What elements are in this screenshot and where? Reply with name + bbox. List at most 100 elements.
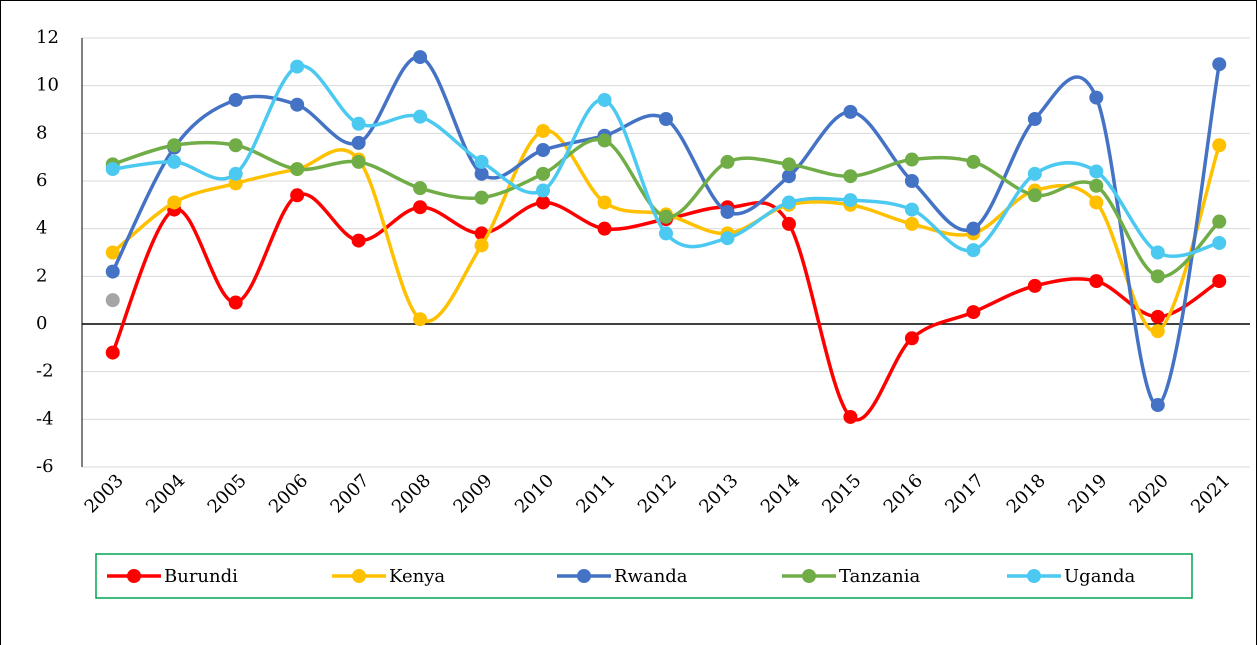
data-point bbox=[720, 154, 735, 169]
data-point bbox=[904, 174, 919, 188]
data-point bbox=[474, 190, 489, 205]
data-point bbox=[843, 104, 858, 119]
x-tick-label: 2015 bbox=[818, 470, 865, 517]
legend-label: Uganda bbox=[1064, 566, 1136, 587]
y-tick-label: 0 bbox=[36, 313, 47, 334]
data-point bbox=[843, 169, 858, 184]
data-point bbox=[720, 231, 735, 246]
data-point bbox=[1212, 214, 1227, 229]
legend-label: Burundi bbox=[164, 566, 238, 587]
y-tick-label: -6 bbox=[36, 456, 54, 477]
data-point bbox=[1027, 278, 1042, 293]
data-point bbox=[105, 293, 120, 308]
legend-box bbox=[95, 553, 1193, 599]
data-point bbox=[843, 193, 858, 208]
data-point bbox=[904, 216, 919, 231]
data-point bbox=[290, 59, 305, 74]
x-tick-label: 2014 bbox=[757, 470, 804, 517]
data-point bbox=[1089, 274, 1104, 289]
x-tick-label: 2008 bbox=[388, 470, 435, 517]
data-point bbox=[904, 331, 919, 346]
legend-marker bbox=[802, 569, 816, 583]
data-point bbox=[843, 409, 858, 424]
data-point bbox=[597, 221, 612, 236]
data-point bbox=[1150, 309, 1165, 324]
data-point bbox=[1150, 398, 1165, 413]
data-point bbox=[413, 312, 428, 327]
x-tick-label: 2017 bbox=[941, 470, 988, 517]
data-point bbox=[966, 305, 981, 320]
data-point bbox=[597, 195, 612, 210]
data-point bbox=[904, 202, 919, 217]
data-point bbox=[167, 195, 182, 210]
x-tick-label: 2012 bbox=[634, 470, 681, 517]
data-point bbox=[1212, 138, 1227, 153]
data-point bbox=[536, 195, 551, 210]
y-tick-label: 8 bbox=[36, 122, 47, 143]
data-point bbox=[536, 123, 551, 138]
data-point bbox=[474, 166, 489, 181]
data-point bbox=[290, 188, 305, 203]
data-point bbox=[536, 143, 551, 158]
x-tick-label: 2010 bbox=[511, 470, 558, 517]
y-tick-label: 12 bbox=[36, 27, 59, 48]
legend-label: Tanzania bbox=[839, 566, 920, 587]
data-point bbox=[290, 162, 305, 177]
data-point bbox=[1212, 274, 1227, 289]
data-point bbox=[228, 138, 243, 153]
data-point bbox=[228, 92, 243, 107]
data-point bbox=[351, 154, 366, 169]
data-point bbox=[105, 162, 120, 177]
data-point bbox=[1027, 112, 1042, 127]
data-point bbox=[781, 157, 796, 172]
x-tick-label: 2016 bbox=[880, 470, 927, 517]
data-point bbox=[105, 264, 120, 279]
data-point bbox=[536, 166, 551, 181]
data-point bbox=[1027, 188, 1042, 203]
data-point bbox=[659, 226, 673, 241]
data-point bbox=[1212, 57, 1227, 72]
data-point bbox=[1150, 245, 1165, 260]
y-tick-label: -4 bbox=[36, 408, 54, 429]
data-point bbox=[659, 112, 673, 127]
data-point bbox=[781, 216, 796, 231]
data-point bbox=[413, 109, 428, 124]
x-tick-label: 2021 bbox=[1187, 470, 1234, 517]
data-point bbox=[413, 181, 428, 196]
data-point bbox=[1027, 166, 1042, 181]
x-tick-label: 2006 bbox=[265, 470, 312, 517]
data-point bbox=[413, 50, 428, 65]
x-tick-label: 2011 bbox=[572, 470, 619, 517]
data-point bbox=[167, 138, 182, 153]
data-point bbox=[536, 183, 551, 198]
x-tick-label: 2018 bbox=[1003, 470, 1050, 517]
x-tick-label: 2005 bbox=[204, 470, 251, 517]
y-tick-label: 10 bbox=[36, 75, 59, 96]
x-tick-label: 2020 bbox=[1126, 470, 1173, 517]
data-point bbox=[105, 345, 120, 360]
data-point bbox=[474, 238, 489, 253]
data-point bbox=[105, 245, 120, 260]
data-point bbox=[720, 204, 735, 219]
x-tick-label: 2004 bbox=[142, 470, 189, 517]
data-point bbox=[351, 233, 366, 248]
data-point bbox=[1089, 195, 1104, 210]
y-tick-label: -2 bbox=[36, 361, 54, 382]
data-point bbox=[1150, 324, 1165, 339]
data-point bbox=[474, 154, 489, 169]
x-tick-label: 2013 bbox=[695, 470, 742, 517]
data-point bbox=[228, 166, 243, 181]
y-tick-label: 6 bbox=[36, 170, 47, 191]
data-point bbox=[966, 243, 981, 258]
x-tick-label: 2009 bbox=[449, 470, 496, 517]
data-point bbox=[351, 135, 366, 150]
data-point bbox=[904, 152, 919, 167]
legend-marker bbox=[352, 569, 366, 583]
legend-marker bbox=[1027, 569, 1041, 583]
legend-marker bbox=[127, 569, 141, 583]
data-point bbox=[1089, 178, 1104, 193]
data-point bbox=[1150, 269, 1165, 284]
legend-label: Kenya bbox=[389, 566, 445, 587]
